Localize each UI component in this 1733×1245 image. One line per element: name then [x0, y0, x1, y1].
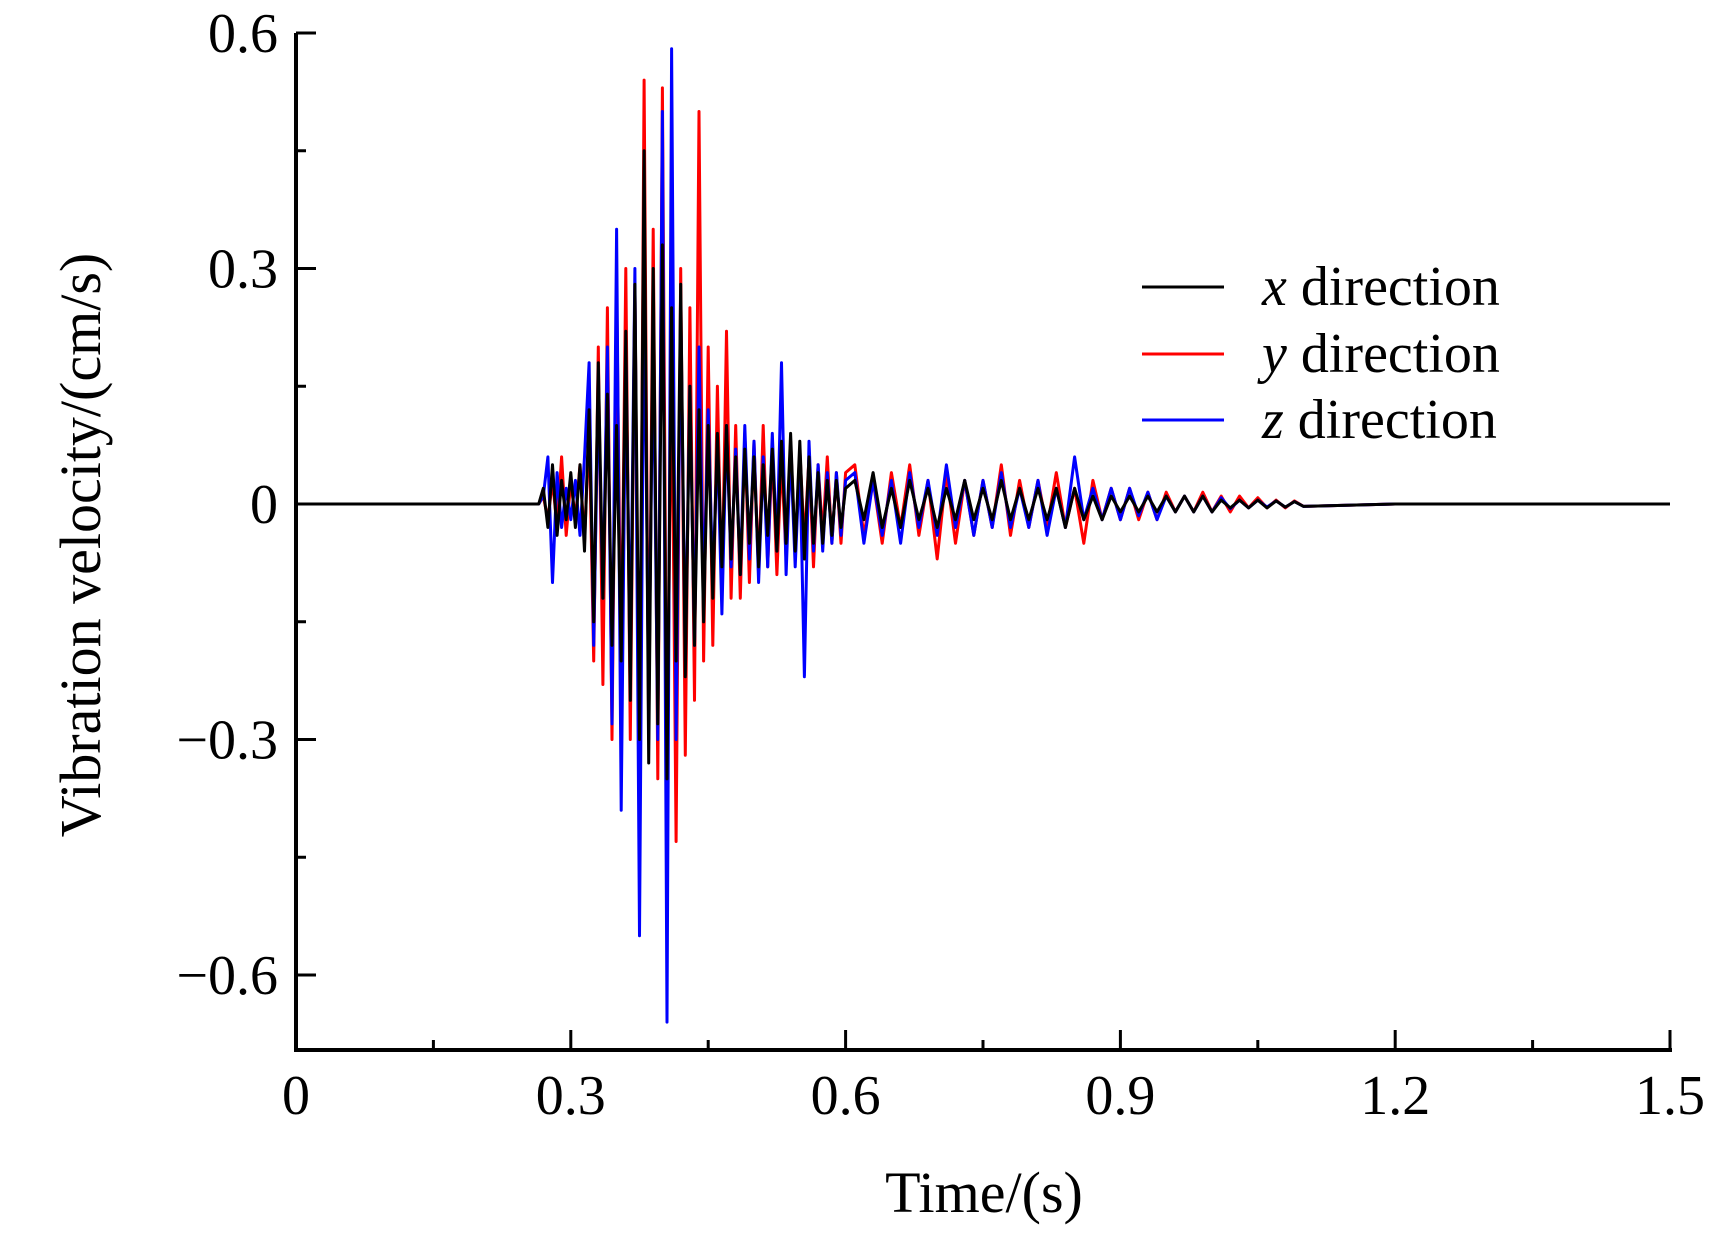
- series-layer: [296, 47, 1670, 1024]
- legend-label-x: x direction: [1261, 256, 1500, 318]
- x-axis-title: Time/(s): [885, 1160, 1083, 1225]
- tick-labels: 0 0.3 0.6 0.9 1.2 1.5 0.6 0.3 0 −0.3 −0.6: [176, 3, 1705, 1127]
- y-tick-label: −0.3: [176, 710, 278, 772]
- legend-symbol: y: [1257, 323, 1287, 385]
- x-tick-label: 0.9: [1085, 1065, 1155, 1127]
- legend-text: direction: [1287, 323, 1500, 385]
- y-tick-label: 0.3: [208, 239, 278, 301]
- legend-symbol: z: [1261, 389, 1284, 451]
- series-line-x: [296, 149, 1670, 781]
- x-tick-label: 0.6: [811, 1065, 881, 1127]
- series-line-z: [296, 47, 1670, 1024]
- legend-text: direction: [1287, 256, 1500, 318]
- y-axis-title: Vibration velocity/(cm/s): [48, 253, 113, 837]
- y-tick-label: 0.6: [208, 3, 278, 65]
- x-tick-label: 1.2: [1360, 1065, 1430, 1127]
- legend-label-y: y direction: [1257, 323, 1500, 385]
- x-tick-label: 0.3: [536, 1065, 606, 1127]
- series-line-y: [296, 78, 1670, 843]
- x-tick-label: 1.5: [1635, 1065, 1705, 1127]
- y-tick-label: 0: [250, 474, 278, 536]
- legend-symbol: x: [1261, 256, 1287, 318]
- legend-text: direction: [1284, 389, 1497, 451]
- y-tick-label: −0.6: [176, 945, 278, 1007]
- axes: [294, 31, 1672, 1052]
- x-tick-label: 0: [282, 1065, 310, 1127]
- legend-label-z: z direction: [1261, 389, 1497, 451]
